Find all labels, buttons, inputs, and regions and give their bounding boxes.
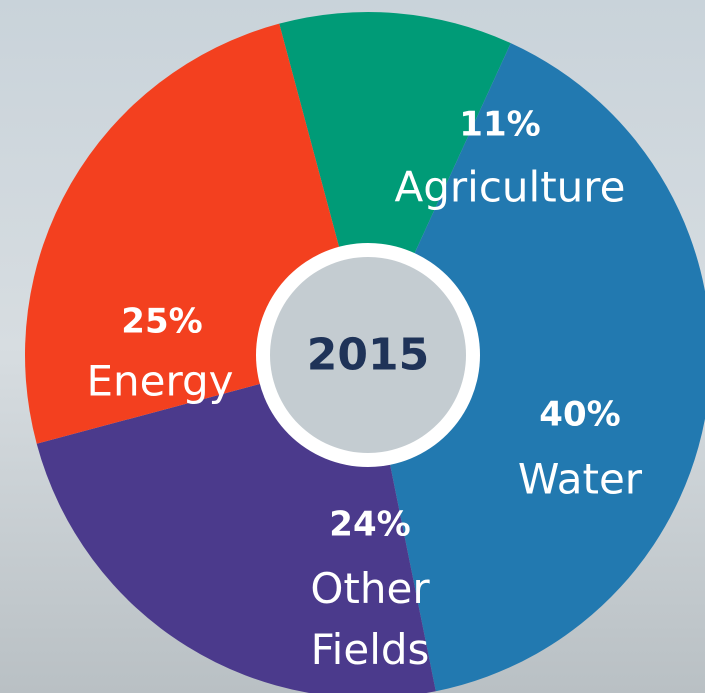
value-label: 11%: [459, 104, 541, 145]
slice: [279, 12, 511, 356]
center-label: 2015: [306, 329, 430, 381]
slice: [368, 43, 705, 692]
value-label: 24%: [329, 504, 411, 545]
category-label: Energy: [86, 356, 234, 406]
center-disc: [270, 257, 466, 453]
category-label: Agriculture: [394, 162, 626, 212]
category-label: Water: [517, 454, 643, 504]
category-label: Other Fields: [310, 564, 430, 674]
value-label: 40%: [539, 394, 621, 435]
value-label: 25%: [121, 301, 203, 342]
